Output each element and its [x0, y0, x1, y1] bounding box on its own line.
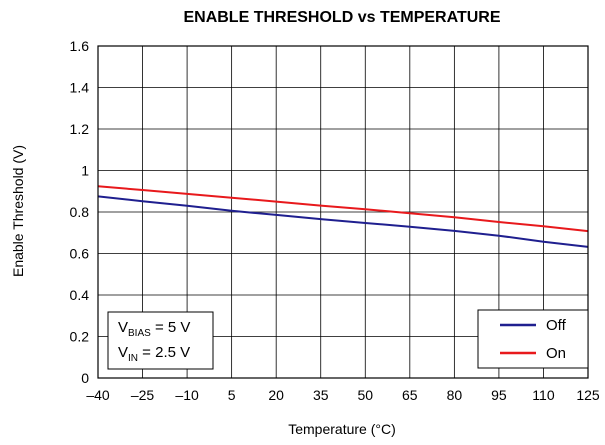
y-tick-label: 0.6 — [70, 246, 90, 262]
conditions-vbias: VBIAS = 5 V — [118, 319, 190, 339]
legend-label-off: Off — [546, 317, 567, 334]
legend: Off On — [477, 309, 589, 369]
x-tick-label: –40 — [86, 387, 110, 403]
series-lines — [97, 185, 589, 248]
x-tick-label: 35 — [313, 387, 329, 403]
legend-label-on: On — [546, 345, 566, 362]
x-tick-label: 125 — [576, 387, 600, 403]
x-tick-label: 20 — [268, 387, 284, 403]
x-tick-label: 95 — [491, 387, 507, 403]
conditions-vin: VIN = 2.5 V — [118, 344, 190, 364]
y-tick-label: 0 — [81, 370, 89, 386]
y-tick-label: 0.2 — [70, 329, 90, 345]
x-tick-label: 50 — [357, 387, 373, 403]
series-line-on — [97, 185, 589, 233]
x-tick-label: –25 — [131, 387, 155, 403]
conditions-box-frame — [107, 311, 214, 370]
x-tick-label: –10 — [175, 387, 199, 403]
y-axis-label: Enable Threshold (V) — [10, 145, 26, 277]
x-tick-label: 80 — [447, 387, 463, 403]
y-tick-label: 1.4 — [70, 80, 90, 96]
legend-frame — [477, 309, 589, 369]
y-tick-label: 1 — [81, 163, 89, 179]
y-tick-label: 1.2 — [70, 121, 90, 137]
chart-title: ENABLE THRESHOLD vs TEMPERATURE — [183, 9, 500, 26]
conditions-annotation-box: VBIAS = 5 V VIN = 2.5 V — [107, 311, 214, 370]
y-tick-label: 0.8 — [70, 204, 90, 220]
y-axis-ticks: 0 0.2 0.4 0.6 0.8 1 1.2 1.4 1.6 — [70, 38, 90, 386]
y-tick-label: 1.6 — [70, 38, 90, 54]
x-axis-label: Temperature (°C) — [288, 421, 396, 437]
x-axis-ticks: –40 –25 –10 5 20 35 50 65 80 95 110 125 — [86, 387, 600, 403]
x-tick-label: 5 — [228, 387, 236, 403]
x-tick-label: 110 — [532, 387, 555, 403]
series-line-off — [97, 195, 589, 248]
y-tick-label: 0.4 — [70, 287, 90, 303]
plot-area-frame — [97, 45, 589, 379]
x-tick-label: 65 — [402, 387, 418, 403]
